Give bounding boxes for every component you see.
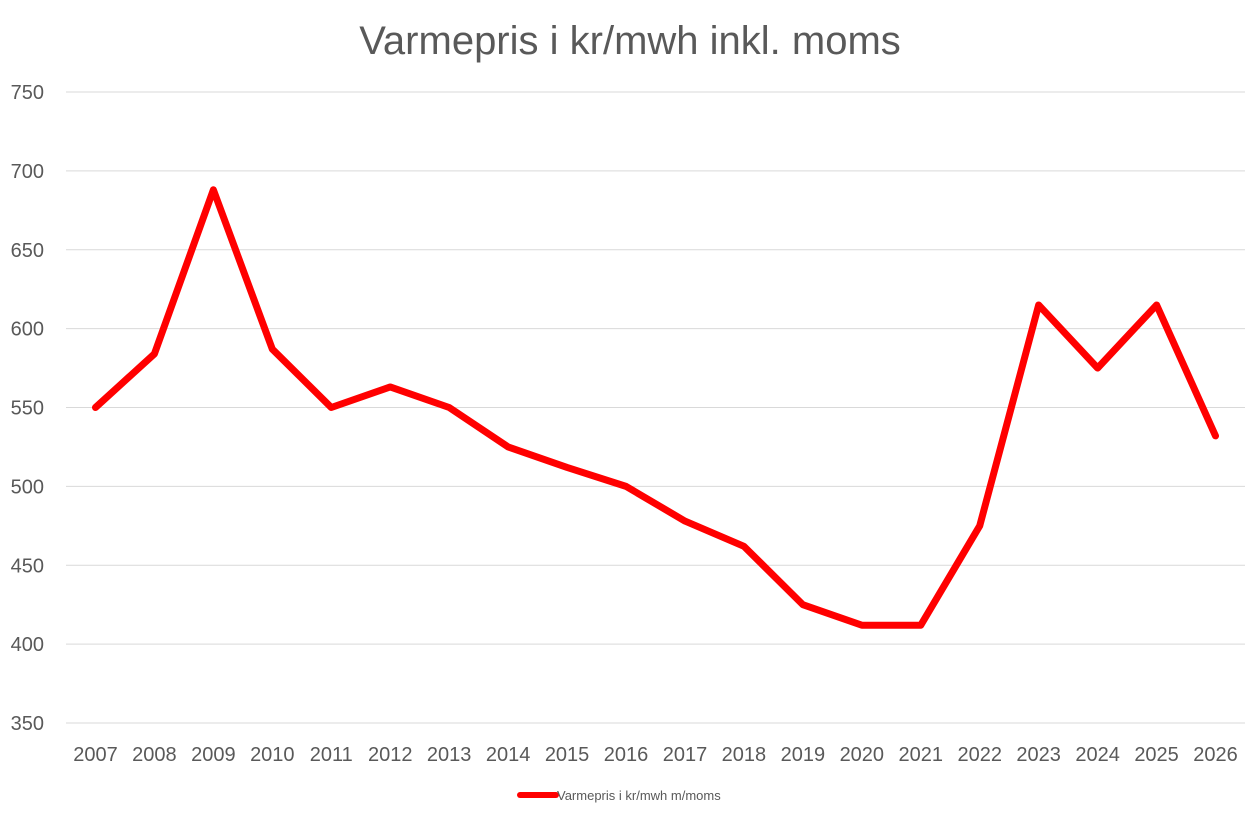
y-tick-label: 450 <box>11 555 44 577</box>
x-tick-label: 2017 <box>663 744 708 766</box>
legend-label: Varmepris i kr/mwh m/moms <box>557 788 721 803</box>
x-tick-label: 2016 <box>604 744 649 766</box>
x-tick-label: 2010 <box>250 744 295 766</box>
y-tick-label: 700 <box>11 161 44 183</box>
x-tick-label: 2021 <box>899 744 944 766</box>
y-tick-label: 550 <box>11 398 44 420</box>
x-tick-label: 2026 <box>1193 744 1238 766</box>
x-tick-label: 2012 <box>368 744 413 766</box>
x-tick-label: 2022 <box>957 744 1002 766</box>
x-tick-label: 2013 <box>427 744 472 766</box>
x-tick-label: 2011 <box>310 744 353 766</box>
x-tick-label: 2019 <box>781 744 826 766</box>
y-tick-label: 350 <box>11 713 44 735</box>
series-line <box>91 186 1220 629</box>
x-tick-label: 2023 <box>1016 744 1061 766</box>
x-tick-label: 2014 <box>486 744 531 766</box>
x-tick-label: 2007 <box>73 744 118 766</box>
y-tick-label: 650 <box>11 240 44 262</box>
y-tick-label: 750 <box>11 82 44 104</box>
x-tick-label: 2009 <box>191 744 236 766</box>
legend: Varmepris i kr/mwh m/moms <box>517 788 721 803</box>
y-tick-label: 600 <box>11 319 44 341</box>
x-tick-label: 2008 <box>132 744 177 766</box>
x-tick-label: 2018 <box>722 744 767 766</box>
x-tick-label: 2020 <box>840 744 885 766</box>
x-tick-label: 2015 <box>545 744 590 766</box>
x-tick-label: 2025 <box>1134 744 1179 766</box>
y-tick-label: 400 <box>11 634 44 656</box>
y-tick-label: 500 <box>11 476 44 498</box>
chart-title: Varmepris i kr/mwh inkl. moms <box>359 19 901 63</box>
x-tick-label: 2024 <box>1075 744 1120 766</box>
